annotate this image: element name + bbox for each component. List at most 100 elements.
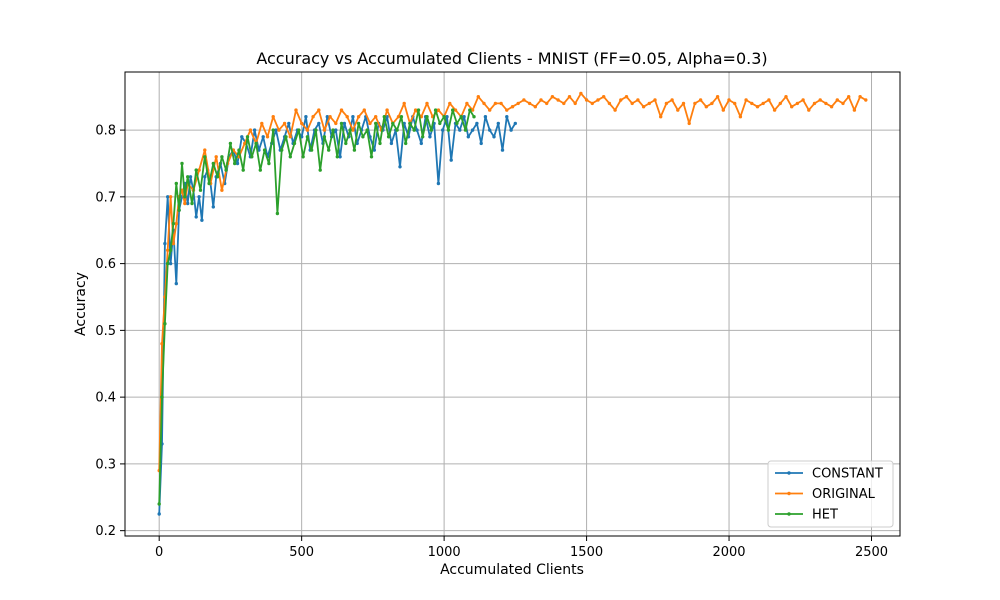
data-point [573, 101, 577, 106]
data-point [864, 98, 868, 102]
data-point [483, 115, 488, 119]
legend-label: ORIGINAL [812, 487, 876, 502]
data-point [455, 121, 459, 126]
data-point [475, 121, 479, 126]
y-tick-label: 0.2 [95, 524, 116, 539]
data-point [425, 115, 429, 119]
data-point [280, 148, 284, 152]
data-point [351, 128, 355, 132]
data-point [171, 241, 176, 246]
data-point [348, 128, 352, 132]
data-point [386, 135, 391, 139]
data-point [847, 95, 851, 99]
data-point [300, 121, 304, 126]
data-point [265, 135, 270, 139]
data-point [335, 155, 339, 159]
y-tick-label: 0.5 [95, 324, 116, 339]
y-tick-label: 0.7 [95, 190, 116, 205]
data-point [339, 108, 344, 112]
data-point [470, 128, 475, 132]
legend-item-original: ORIGINAL [775, 487, 876, 502]
data-point [339, 121, 344, 126]
data-point [250, 155, 254, 159]
data-point [676, 108, 680, 112]
data-point [262, 148, 267, 152]
data-point [391, 121, 395, 126]
data-point [318, 168, 322, 172]
data-point [342, 121, 347, 126]
data-point [790, 105, 794, 109]
data-point [282, 121, 287, 126]
data-point [841, 101, 845, 106]
data-point [171, 221, 176, 226]
data-point [157, 502, 161, 506]
data-point [818, 98, 822, 102]
data-point [795, 101, 800, 106]
data-point [292, 141, 297, 146]
series-original [157, 91, 868, 473]
data-point [166, 195, 170, 199]
x-tick-label: 0 [155, 545, 163, 560]
data-point [488, 128, 492, 132]
data-point [596, 98, 600, 102]
data-point [235, 161, 240, 166]
data-point [505, 115, 509, 119]
data-point [415, 128, 419, 132]
data-point [334, 128, 338, 132]
data-point [248, 128, 253, 132]
data-point [698, 98, 703, 102]
data-point [602, 95, 606, 99]
data-point [755, 105, 760, 109]
data-point [744, 98, 748, 102]
data-point [304, 115, 308, 119]
data-point [527, 101, 532, 106]
data-point [160, 342, 164, 346]
data-point [438, 121, 442, 126]
data-point [237, 148, 241, 152]
data-point [613, 108, 617, 112]
data-point [402, 101, 406, 106]
data-point [579, 91, 583, 96]
series-line-original [158, 92, 867, 471]
data-point [334, 121, 338, 126]
legend-item-constant: CONSTANT [775, 467, 883, 482]
data-point [404, 141, 408, 146]
data-point [500, 148, 505, 152]
data-point [368, 121, 372, 126]
data-point [352, 148, 357, 152]
data-point [311, 115, 315, 119]
x-axis-label: Accumulated Clients [440, 562, 584, 578]
data-point [267, 161, 271, 166]
data-point [365, 128, 369, 132]
data-point [356, 115, 361, 119]
data-point [545, 101, 549, 106]
data-point [389, 141, 394, 146]
data-point [297, 128, 301, 132]
data-point [233, 161, 237, 166]
data-point [653, 98, 657, 102]
data-point [459, 115, 463, 119]
data-point [835, 98, 839, 102]
data-point [693, 101, 697, 106]
data-point [271, 115, 275, 119]
data-point [344, 141, 348, 146]
data-point [488, 108, 492, 112]
data-point [215, 175, 220, 179]
data-point [761, 101, 765, 106]
data-point [325, 115, 329, 119]
data-point [466, 135, 470, 139]
data-point [533, 105, 537, 109]
y-tick-label: 0.8 [95, 124, 116, 139]
data-point [243, 141, 247, 146]
data-point [174, 221, 178, 226]
data-point [513, 121, 517, 126]
data-point [445, 115, 449, 119]
data-point [436, 181, 441, 186]
data-point [441, 128, 445, 132]
data-point [275, 211, 280, 216]
data-point [522, 98, 526, 102]
data-point [664, 101, 669, 106]
data-point [465, 101, 469, 106]
data-point [482, 101, 486, 106]
data-point [361, 135, 365, 139]
